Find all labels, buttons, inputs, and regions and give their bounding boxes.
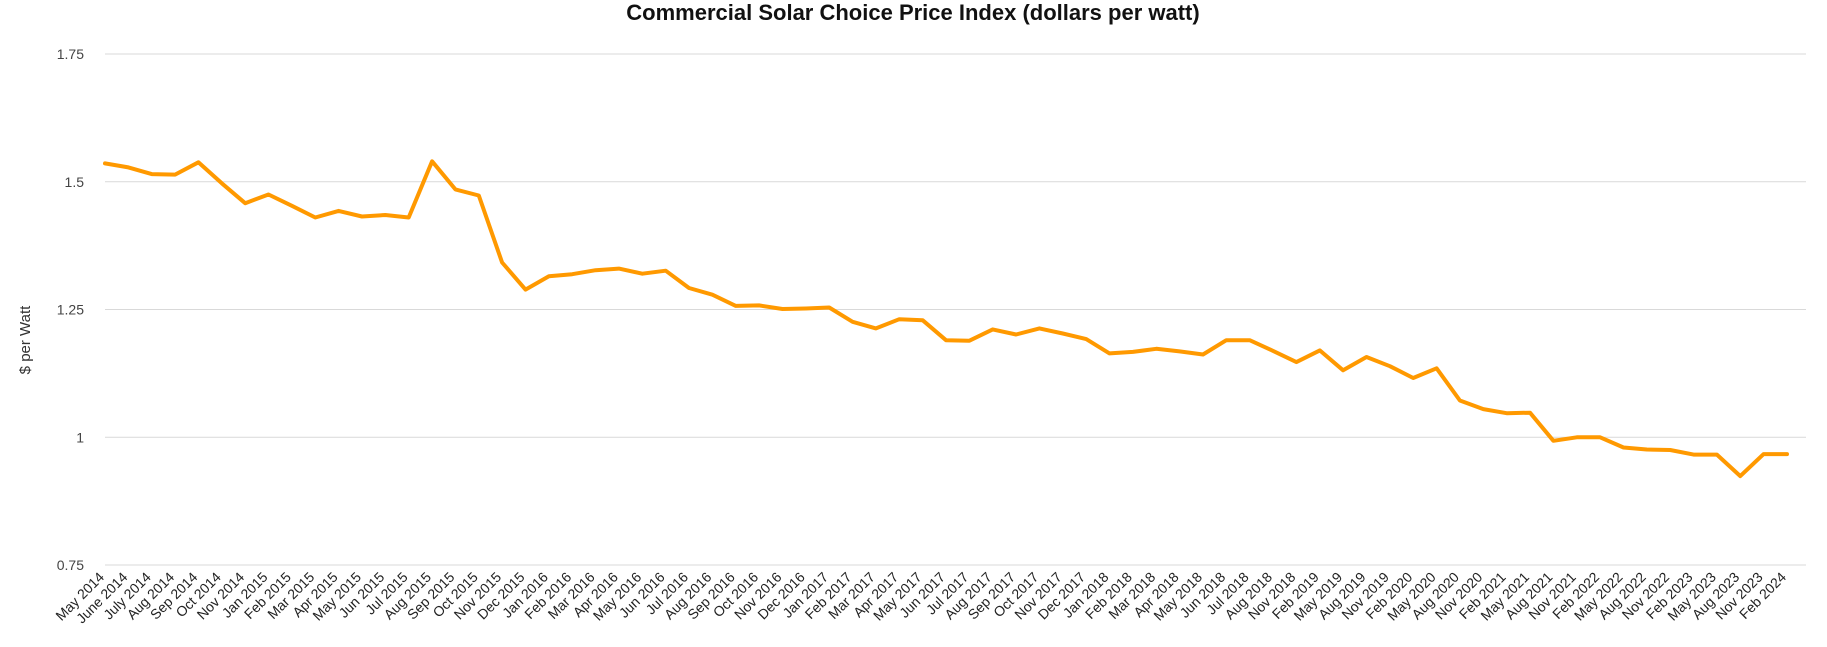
y-tick-label: 1.5 — [65, 174, 85, 190]
y-tick-label: 0.75 — [57, 557, 84, 573]
y-axis-label: $ per Watt — [17, 305, 34, 374]
chart-title: Commercial Solar Choice Price Index (dol… — [626, 0, 1199, 25]
y-tick-label: 1.75 — [57, 46, 84, 62]
y-axis-ticks: 0.75 1 1.25 1.5 1.75 — [57, 46, 84, 573]
series-layer — [103, 159, 1789, 479]
y-tick-label: 1 — [76, 429, 84, 445]
gridlines — [105, 53, 1806, 566]
series-line — [103, 159, 1789, 479]
y-tick-label: 1.25 — [57, 302, 84, 318]
